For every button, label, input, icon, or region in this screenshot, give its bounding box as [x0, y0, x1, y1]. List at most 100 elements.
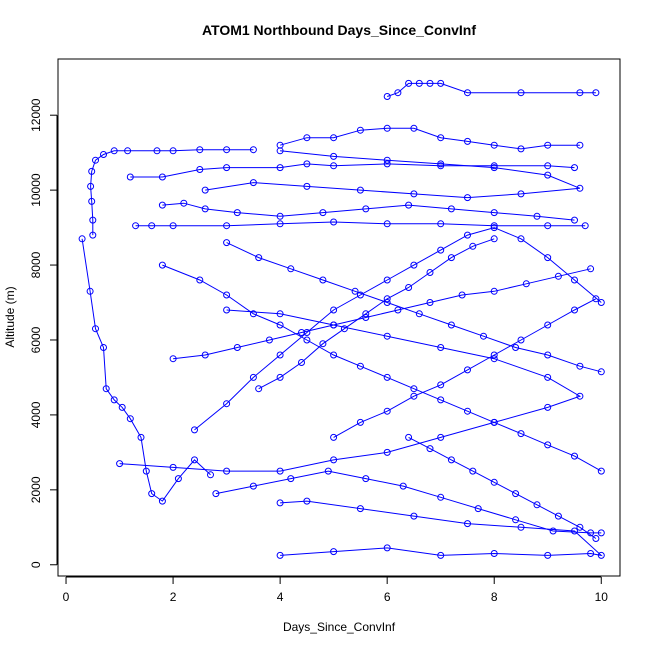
data-point: [587, 265, 595, 273]
data-point: [576, 184, 584, 192]
data-point: [330, 218, 338, 226]
series-line-7: [387, 82, 596, 97]
data-point: [490, 550, 498, 557]
data-point: [148, 490, 156, 498]
data-point: [490, 164, 498, 172]
series-1: [78, 235, 214, 505]
data-point: [544, 162, 552, 170]
data-point: [330, 351, 338, 359]
data-point: [571, 452, 578, 460]
data-point: [447, 456, 455, 464]
y-tick-label: 2000: [29, 476, 43, 503]
data-point: [437, 493, 445, 501]
data-point: [592, 89, 600, 97]
data-point: [100, 151, 107, 158]
data-point: [464, 194, 471, 202]
data-point: [276, 212, 284, 220]
data-point: [512, 516, 520, 524]
series-line-4: [162, 202, 575, 221]
data-point: [169, 222, 177, 230]
data-point: [447, 205, 455, 213]
data-point: [223, 306, 231, 314]
data-point: [249, 146, 257, 154]
data-point: [490, 235, 498, 243]
x-axis-label: Days_Since_ConvInf: [283, 620, 396, 634]
data-point: [169, 463, 177, 471]
data-point: [142, 467, 150, 475]
y-tick-label: 12000: [29, 98, 43, 132]
data-point: [576, 141, 584, 149]
data-point: [118, 403, 126, 411]
data-point: [330, 162, 338, 170]
data-point: [330, 306, 338, 314]
data-point: [92, 156, 99, 164]
data-point: [571, 276, 578, 284]
data-point: [87, 182, 95, 190]
data-point: [383, 544, 391, 552]
data-point: [383, 448, 391, 456]
data-point: [303, 497, 311, 505]
data-point: [533, 501, 541, 509]
series-line-13: [226, 242, 602, 373]
data-point: [330, 321, 338, 329]
series-line-18: [173, 268, 591, 360]
data-point: [490, 478, 498, 486]
data-point: [223, 400, 231, 408]
data-point: [356, 362, 364, 370]
data-point: [544, 403, 552, 411]
data-point: [512, 344, 520, 351]
series-line-2: [90, 149, 254, 236]
data-point: [490, 355, 498, 363]
data-point: [223, 467, 231, 475]
data-point: [223, 164, 231, 172]
data-point: [581, 222, 589, 230]
data-point: [287, 475, 295, 483]
data-point: [469, 242, 477, 250]
data-point: [330, 152, 338, 160]
data-point: [399, 482, 407, 490]
data-point: [124, 147, 132, 155]
series-18: [169, 265, 595, 363]
data-point: [223, 222, 231, 230]
data-point: [298, 359, 305, 366]
data-point: [554, 512, 562, 520]
data-point: [383, 156, 391, 164]
y-axis: 0 2000 4000 6000 8000 10000 12000: [29, 98, 58, 568]
data-point: [362, 475, 370, 483]
data-point: [383, 332, 391, 340]
data-point: [303, 336, 311, 344]
data-point: [544, 222, 552, 230]
data-point: [587, 550, 595, 557]
data-point: [196, 146, 204, 154]
data-point: [383, 160, 391, 168]
data-point: [512, 490, 520, 498]
data-point: [137, 433, 145, 441]
data-point: [276, 351, 284, 359]
data-point: [437, 162, 445, 170]
series-14: [212, 467, 605, 537]
series-line-8: [205, 150, 581, 199]
data-point: [362, 310, 370, 318]
data-point: [330, 433, 338, 441]
series-line-9: [280, 500, 603, 557]
y-axis-label: Altitude (m): [3, 286, 17, 347]
data-point: [276, 373, 284, 381]
data-point: [212, 490, 220, 498]
data-point: [233, 344, 241, 351]
data-point: [522, 280, 530, 288]
data-point: [276, 499, 284, 507]
data-point: [383, 295, 391, 303]
data-point: [276, 220, 284, 228]
data-point: [169, 355, 177, 363]
data-point: [549, 527, 557, 535]
data-point: [356, 418, 364, 426]
data-point: [383, 93, 391, 100]
data-point: [89, 216, 97, 224]
series-9: [276, 497, 605, 559]
data-point: [126, 173, 134, 181]
data-point: [592, 535, 600, 542]
data-point: [88, 197, 96, 205]
x-tick-label: 8: [491, 590, 498, 604]
data-point: [597, 368, 605, 376]
